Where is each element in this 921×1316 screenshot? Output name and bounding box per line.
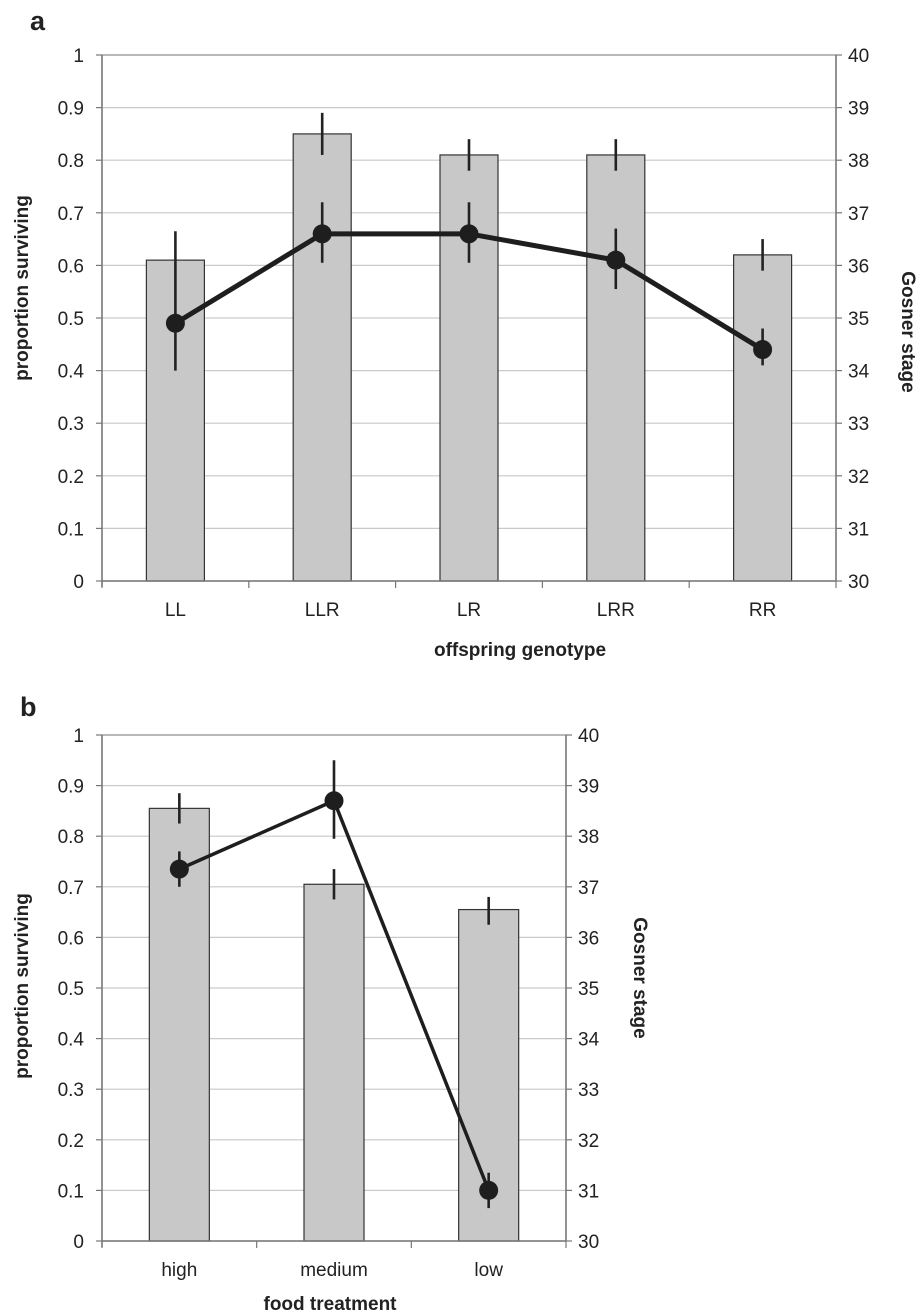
panel-b-bar-medium <box>303 883 365 1242</box>
panel-a: a 0 0.1 0.2 0.3 0.4 0.5 0.6 0.7 0.8 0.9 1 30 31 32 33 3… <box>12 6 918 661</box>
panel-a-axes: 0 0.1 0.2 0.3 0.4 0.5 0.6 0.7 0.8 0.9 1 30 31 32 33 34 3… <box>58 46 870 621</box>
panel-a-bar-LLR <box>292 133 352 582</box>
panel-a-x-tick-label-RR: RR <box>749 600 776 621</box>
panel-a-right-tick-label: 33 <box>848 414 869 435</box>
panel-b-left-tick-label: 0.8 <box>58 827 84 848</box>
panel-a-gosner-point-LRR <box>606 250 626 270</box>
panel-a-right-tick-label: 40 <box>848 46 869 67</box>
panel-a-bar-LRR <box>586 154 646 582</box>
panel-b-gosner-point-low <box>479 1180 499 1200</box>
panel-b: b 0 0.1 0.2 0.3 0.4 0.5 0.6 0.7 0.8 0.9 1 30 31 32 33 3… <box>12 692 650 1315</box>
panel-a-x-tick-label-LLR: LLR <box>305 600 340 621</box>
panel-b-left-tick-label: 0.3 <box>58 1080 84 1101</box>
panel-b-left-tick-label: 0.1 <box>58 1181 84 1202</box>
panel-b-x-tick-label-medium: medium <box>300 1260 368 1281</box>
panel-b-x-tick-label-low: low <box>474 1260 503 1281</box>
panel-a-bars <box>145 112 793 582</box>
panel-a-right-tick-label: 38 <box>848 151 869 172</box>
panel-b-left-tick-label: 0.4 <box>58 1030 85 1051</box>
panel-b-right-tick-label: 39 <box>578 777 599 798</box>
panel-b-left-tick-label: 0.2 <box>58 1131 84 1152</box>
panel-b-right-tick-label: 40 <box>578 726 599 747</box>
panel-b-gosner-point-high <box>169 859 189 879</box>
panel-a-x-axis-title: offspring genotype <box>434 640 606 661</box>
panel-b-axes: 0 0.1 0.2 0.3 0.4 0.5 0.6 0.7 0.8 0.9 1 30 31 32 33 34 3… <box>58 726 600 1281</box>
panel-a-gosner-point-LR <box>459 224 479 244</box>
panel-a-right-tick-label: 39 <box>848 99 869 120</box>
panel-a-right-tick-label: 35 <box>848 309 869 330</box>
panel-a-left-tick-label: 1 <box>73 46 84 67</box>
panel-b-left-tick-label: 0.6 <box>58 928 84 949</box>
panel-b-left-tick-label: 0.9 <box>58 777 84 798</box>
panel-a-left-axis-title: proportion surviving <box>12 195 33 381</box>
panel-a-right-tick-label: 34 <box>848 362 870 383</box>
panel-a-x-tick-label-LR: LR <box>457 600 481 621</box>
panel-b-right-tick-label: 32 <box>578 1131 599 1152</box>
panel-b-right-tick-label: 38 <box>578 827 599 848</box>
panel-a-left-tick-label: 0.3 <box>58 414 84 435</box>
panel-b-left-tick-label: 0.7 <box>58 878 84 899</box>
panel-b-right-tick-label: 34 <box>578 1030 600 1051</box>
panel-a-right-tick-label: 30 <box>848 572 869 593</box>
panel-b-left-tick-label: 1 <box>73 726 84 747</box>
panel-a-letter: a <box>30 6 46 36</box>
panel-a-gosner-point-RR <box>753 340 773 360</box>
panel-a-left-tick-label: 0.1 <box>58 519 84 540</box>
panel-b-right-tick-label: 30 <box>578 1232 599 1253</box>
panel-a-x-tick-label-LL: LL <box>165 600 186 621</box>
panel-b-right-tick-label: 33 <box>578 1080 599 1101</box>
panel-a-left-tick-label: 0.6 <box>58 256 84 277</box>
panel-a-left-tick-label: 0.7 <box>58 204 84 225</box>
panel-a-gosner-point-LL <box>165 313 185 333</box>
panel-b-gosner-point-medium <box>324 791 344 811</box>
panel-a-gosner-series <box>165 202 773 371</box>
panel-b-right-axis-title: Gosner stage <box>629 917 650 1038</box>
panel-a-right-tick-label: 37 <box>848 204 869 225</box>
panel-b-right-tick-label: 36 <box>578 928 599 949</box>
panel-b-x-tick-label-high: high <box>161 1260 197 1281</box>
panel-a-right-axis-title: Gosner stage <box>897 271 918 392</box>
panel-b-letter: b <box>20 692 37 722</box>
panel-a-bar-RR <box>732 254 793 582</box>
panel-a-right-tick-label: 36 <box>848 256 869 277</box>
panel-b-x-axis-title: food treatment <box>264 1294 398 1315</box>
panel-b-right-tick-label: 35 <box>578 979 599 1000</box>
panel-a-gosner-point-LLR <box>312 224 332 244</box>
panel-b-gosner-series <box>169 760 499 1209</box>
panel-a-left-tick-label: 0 <box>73 572 84 593</box>
panel-a-x-tick-label-LRR: LRR <box>597 600 635 621</box>
panel-a-left-tick-label: 0.8 <box>58 151 84 172</box>
panel-b-bars <box>148 793 520 1242</box>
panel-a-left-tick-label: 0.4 <box>58 362 85 383</box>
panel-b-left-tick-label: 0.5 <box>58 979 84 1000</box>
panel-a-left-tick-label: 0.9 <box>58 99 84 120</box>
panel-b-left-axis-title: proportion surviving <box>12 893 33 1079</box>
panel-b-left-tick-label: 0 <box>73 1232 84 1253</box>
panel-b-right-tick-label: 37 <box>578 878 599 899</box>
panel-a-right-tick-label: 32 <box>848 467 869 488</box>
panel-a-left-tick-label: 0.2 <box>58 467 84 488</box>
panel-a-right-tick-label: 31 <box>848 519 869 540</box>
panel-a-left-tick-label: 0.5 <box>58 309 84 330</box>
panel-b-right-tick-label: 31 <box>578 1181 599 1202</box>
